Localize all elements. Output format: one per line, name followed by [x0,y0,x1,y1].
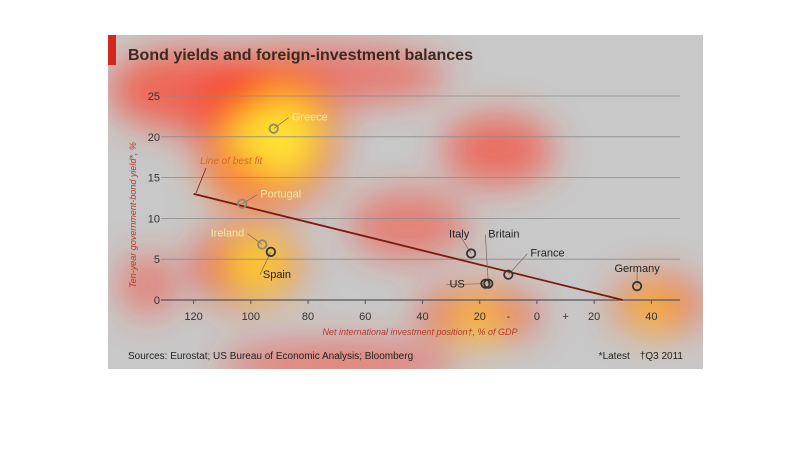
y-tick-label: 15 [148,173,160,185]
y-tick-label: 0 [154,295,160,307]
x-tick-label: 100 [242,311,260,323]
point-portugal-leader [242,194,258,205]
data-points: Greece Portugal Ireland Spain Italy Britain US… [211,112,660,292]
x-tick-label: 40 [416,311,428,323]
footnote-latest: *Latest [598,351,630,362]
point-spain [265,246,276,257]
point-france [503,269,514,280]
y-axis-title: Ten-year government-bond yield*, % [128,142,138,288]
x-axis-title: Net international investment position†, … [322,327,517,337]
grid-lines [161,95,680,301]
point-france-label: France [530,248,564,260]
x-tick-label: 80 [302,311,314,323]
footnotes: *Latest †Q3 2011 [599,351,683,362]
y-tick-label: 5 [154,254,160,266]
fit-line-group: Line of best fit [193,156,623,301]
x-tick-label: 60 [359,311,371,323]
x-axis-ticks: 120 100 80 60 40 20 - 0 +20 40 [184,300,658,323]
point-ireland [257,239,268,250]
point-greece-leader [273,117,289,129]
fit-line-leader [195,167,207,194]
point-germany [631,281,643,292]
point-britain-leader [484,234,489,284]
x-tick-label: 20 [588,311,600,323]
point-italy-label: Italy [449,228,470,240]
point-italy [466,248,477,259]
footnote-q3: †Q3 2011 [639,351,683,362]
fit-line-label: Line of best fit [200,156,263,167]
point-us-leader [446,283,486,286]
point-us [480,278,491,289]
x-tick-label: 20 [474,311,486,323]
fit-line [193,193,623,301]
point-portugal-label: Portugal [260,189,301,201]
chart-title: Bond yields and foreign-investment balan… [128,47,473,64]
x-tick-label: 40 [645,311,657,323]
y-tick-label: 10 [148,213,160,225]
y-tick-label: 20 [148,132,160,144]
y-axis-ticks: 0 5 10 15 20 25 [148,91,160,307]
point-greece-label: Greece [292,112,328,124]
point-spain-label: Spain [263,269,291,281]
point-us-label: US [449,279,464,291]
x-tick-label: + [562,311,568,323]
x-tick-label: - [506,311,510,323]
x-tick-label: 120 [184,311,202,323]
point-portugal [237,198,248,209]
point-germany-label: Germany [614,263,660,275]
point-ireland-leader [247,233,263,245]
scatter-chart: 0 5 10 15 20 25 120 100 80 60 40 20 - 0 +20 40 Line of… [108,45,703,369]
title-accent-bar [108,35,116,65]
chart-figure: 0 5 10 15 20 25 120 100 80 60 40 20 - 0 +20 40 Line of… [108,35,703,369]
point-greece [268,123,279,134]
point-ireland-label: Ireland [211,228,245,240]
heatmap-overlay [108,45,703,369]
x-tick-label: 0 [534,311,540,323]
point-britain-label: Britain [488,229,519,241]
sources-note: Sources: Eurostat; US Bureau of Economic… [128,351,414,362]
y-tick-label: 25 [148,91,160,103]
